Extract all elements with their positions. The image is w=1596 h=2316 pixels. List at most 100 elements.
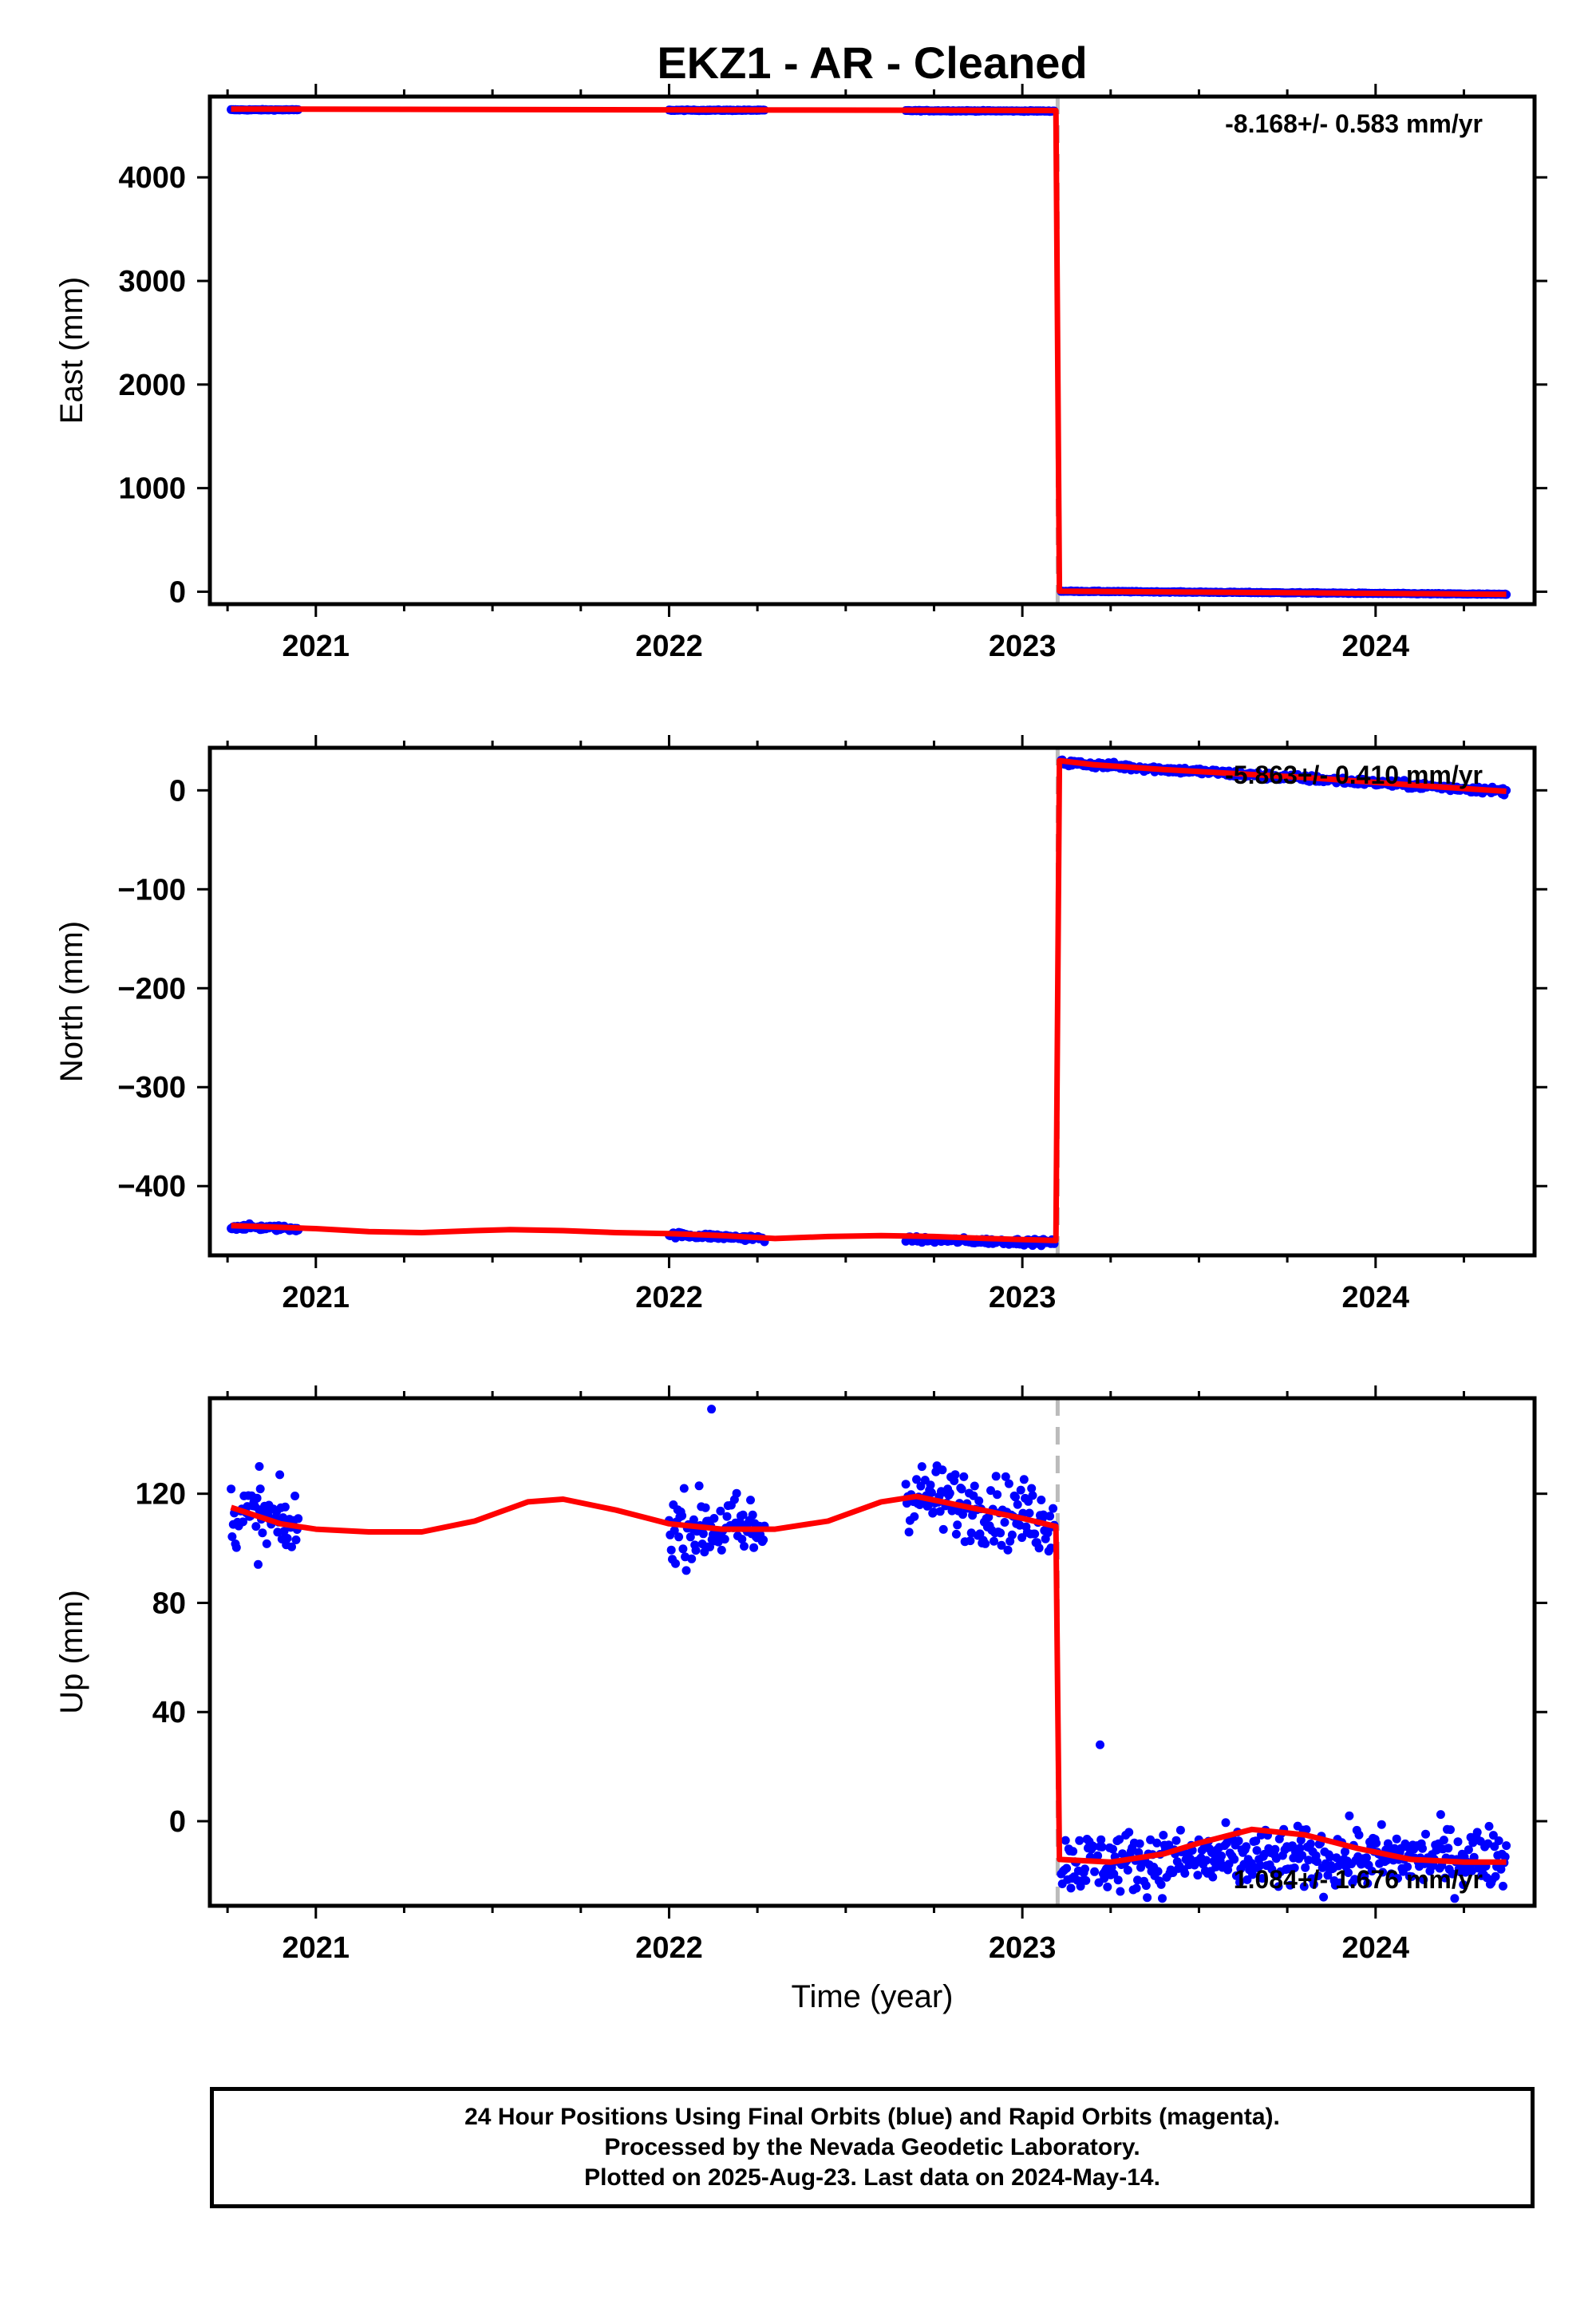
up-point xyxy=(1152,1838,1162,1848)
up-point xyxy=(1066,1883,1076,1893)
plot-title: EKZ1 - AR - Cleaned xyxy=(657,38,1087,88)
up-point xyxy=(1034,1543,1044,1553)
east-y-tick-label: 2000 xyxy=(118,369,186,402)
up-x-tick-label: 2022 xyxy=(635,1931,703,1965)
east-x-axis: 2021 2022 2023 2024 xyxy=(226,84,1465,663)
up-point xyxy=(1367,1867,1377,1875)
up-point xyxy=(1444,1844,1453,1853)
up-point xyxy=(273,1528,282,1537)
up-point xyxy=(1500,1852,1510,1862)
up-plot-area xyxy=(227,1398,1511,1906)
up-point xyxy=(1115,1835,1124,1844)
up-point xyxy=(722,1512,732,1521)
up-point xyxy=(1418,1844,1427,1853)
up-point xyxy=(698,1529,708,1539)
up-point xyxy=(740,1542,749,1551)
up-point xyxy=(1499,1881,1507,1891)
up-point xyxy=(254,1559,263,1569)
east-y-axis-label: East (mm) xyxy=(54,277,89,424)
north-x-tick-label: 2022 xyxy=(635,1281,703,1314)
up-point xyxy=(929,1508,938,1516)
north-y-tick-label: −400 xyxy=(117,1170,186,1203)
up-point xyxy=(1255,1860,1265,1870)
up-point xyxy=(1299,1882,1309,1891)
up-point xyxy=(1069,1847,1078,1856)
east-panel: 2021 2022 2023 2024 0 1000 2000 3000 4000 East (m… xyxy=(54,84,1547,663)
up-point xyxy=(1080,1864,1089,1874)
up-point xyxy=(1252,1846,1262,1856)
up-point xyxy=(1046,1543,1056,1553)
up-point xyxy=(1103,1882,1112,1891)
up-outlier-point xyxy=(255,1461,264,1471)
up-point xyxy=(1382,1856,1392,1865)
up-point xyxy=(1231,1871,1241,1880)
up-point xyxy=(701,1503,710,1512)
up-point xyxy=(732,1488,741,1498)
up-point xyxy=(953,1520,962,1530)
up-point xyxy=(227,1484,236,1494)
up-point xyxy=(1061,1836,1070,1845)
north-panel: 2021 2022 2023 2024 −400 −300 −200 −100 0 North (… xyxy=(54,735,1547,1314)
up-point xyxy=(1132,1883,1141,1893)
up-point xyxy=(737,1535,747,1544)
up-point xyxy=(926,1480,935,1490)
up-point xyxy=(959,1472,969,1481)
up-point xyxy=(1037,1496,1046,1504)
up-point xyxy=(1030,1529,1040,1539)
east-y-tick-label: 3000 xyxy=(118,265,186,298)
up-point xyxy=(1013,1500,1022,1509)
east-model-curve xyxy=(231,106,1507,598)
up-point xyxy=(227,1532,237,1541)
up-point xyxy=(1007,1530,1017,1539)
north-frame xyxy=(207,745,1537,1258)
up-point xyxy=(996,1528,1005,1538)
up-point xyxy=(1372,1839,1381,1848)
east-data-points xyxy=(227,105,1511,599)
up-point xyxy=(1496,1864,1506,1874)
up-point xyxy=(738,1510,748,1520)
up-point xyxy=(279,1527,289,1536)
up-point xyxy=(1301,1863,1310,1872)
up-point xyxy=(679,1484,689,1493)
up-point xyxy=(901,1480,911,1489)
up-point xyxy=(910,1512,919,1521)
up-point xyxy=(1450,1894,1460,1903)
up-point xyxy=(1108,1844,1117,1854)
up-point xyxy=(1309,1879,1318,1889)
up-point xyxy=(1274,1882,1283,1891)
up-point xyxy=(716,1506,725,1516)
up-point xyxy=(1304,1856,1314,1865)
up-point xyxy=(938,1524,948,1534)
footer-line-3: Plotted on 2025-Aug-23. Last data on 202… xyxy=(584,2164,1160,2191)
up-point xyxy=(1421,1829,1430,1839)
up-point xyxy=(912,1475,921,1484)
up-point xyxy=(1003,1545,1013,1555)
up-point xyxy=(1093,1851,1103,1860)
up-rate-label: 1.084+/- 1.676 mm/yr xyxy=(1234,1865,1483,1894)
east-x-tick-label: 2021 xyxy=(282,630,350,663)
up-point xyxy=(958,1510,967,1520)
up-point xyxy=(1090,1867,1100,1876)
up-panel: 2021 2022 2023 2024 0 40 80 120 Up (mm) 1.084+/- … xyxy=(54,1385,1547,1965)
up-y-tick-label: 0 xyxy=(169,1805,186,1839)
up-point xyxy=(984,1512,994,1522)
up-point xyxy=(1363,1879,1373,1888)
up-point xyxy=(1488,1831,1498,1840)
up-point xyxy=(1123,1865,1132,1875)
up-point xyxy=(1001,1472,1010,1481)
up-point xyxy=(1230,1855,1239,1864)
up-point xyxy=(709,1514,719,1523)
up-point xyxy=(759,1535,768,1544)
footer-line-2: Processed by the Nevada Geodetic Laborat… xyxy=(604,2134,1140,2160)
up-point xyxy=(720,1535,729,1544)
north-x-tick-label: 2024 xyxy=(1342,1281,1410,1314)
footer-caption: 24 Hour Positions Using Final Orbits (bl… xyxy=(210,2087,1535,2208)
up-point xyxy=(691,1546,701,1555)
up-point xyxy=(1171,1836,1181,1845)
up-point xyxy=(1361,1853,1371,1863)
up-point xyxy=(746,1496,755,1505)
up-point xyxy=(255,1484,265,1494)
up-point xyxy=(1298,1851,1307,1860)
up-point xyxy=(1484,1821,1494,1831)
